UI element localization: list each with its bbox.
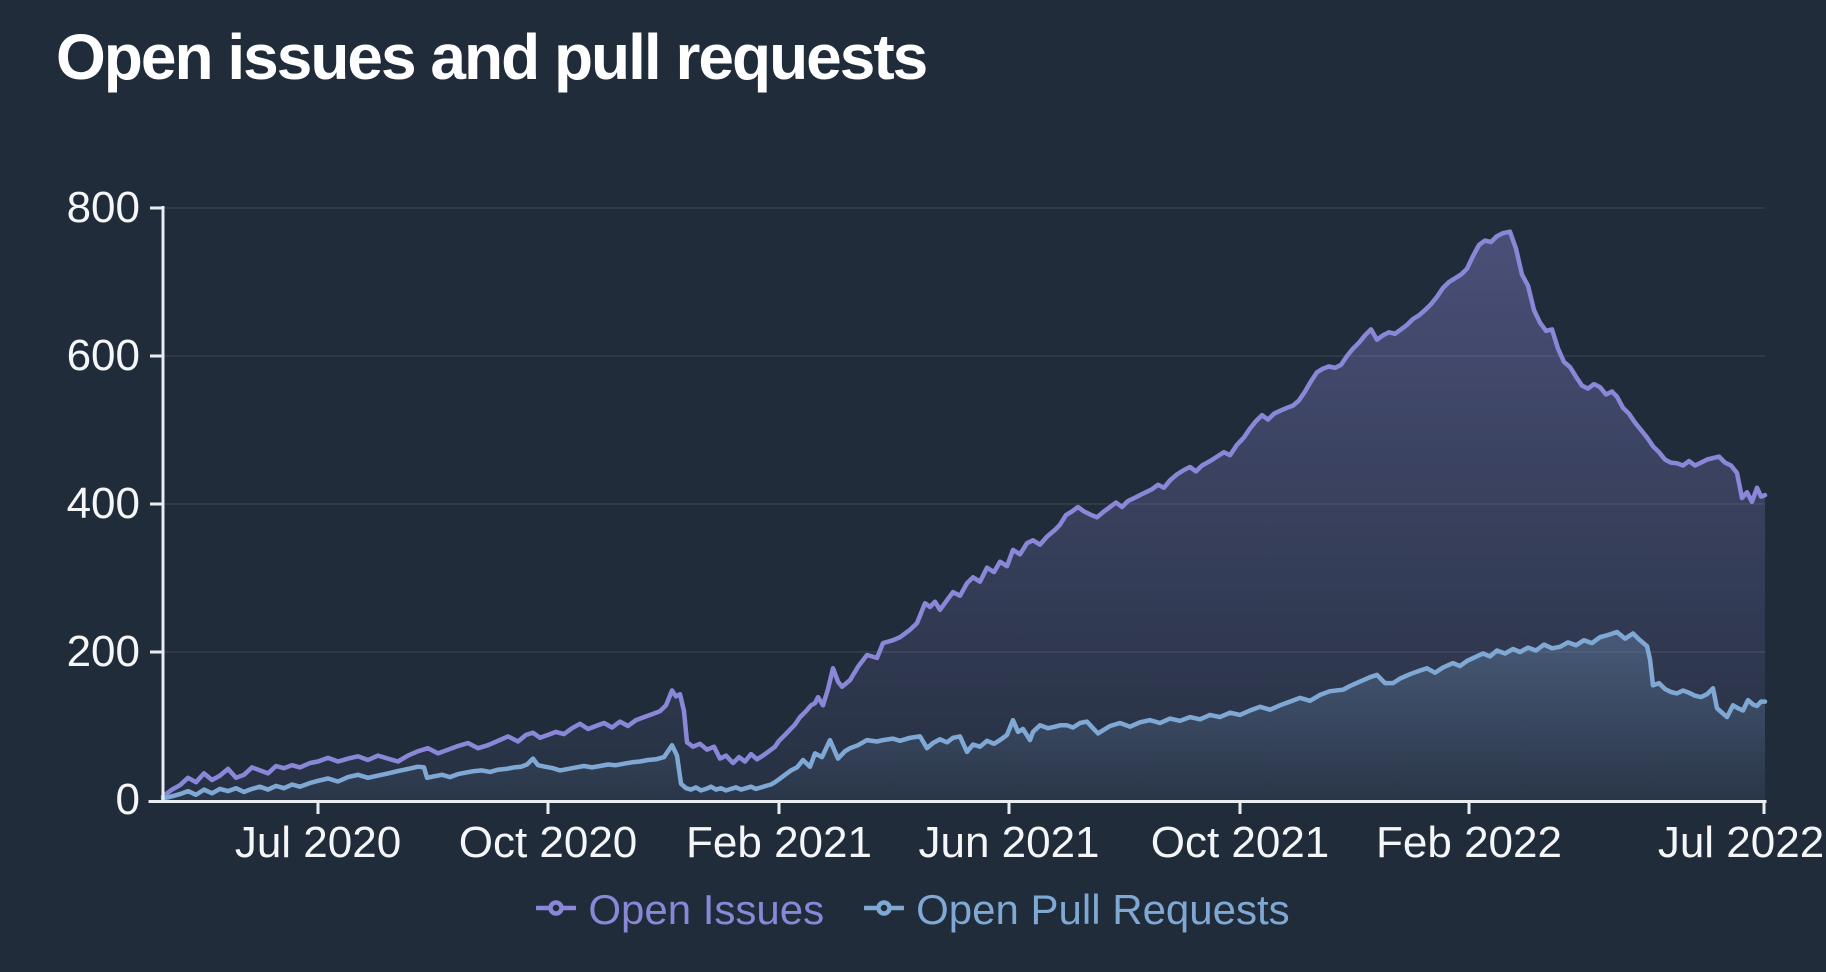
x-tick-label-jun-2021: Jun 2021: [918, 818, 1100, 867]
y-tick-label-600: 600: [66, 331, 140, 380]
page-title: Open issues and pull requests: [56, 21, 928, 93]
legend-label-open-pull-requests: Open Pull Requests: [916, 886, 1290, 933]
open-issues-line-marker-icon: [535, 899, 578, 922]
y-tick-label-0: 0: [115, 775, 140, 824]
x-tick-label-feb-2022: Feb 2022: [1376, 818, 1562, 867]
x-tick-label-oct-2021: Oct 2021: [1150, 818, 1330, 867]
y-tick-label-400: 400: [66, 479, 140, 528]
x-tick-label-feb-2021: Feb 2021: [686, 818, 872, 867]
y-tick-label-800: 800: [66, 183, 140, 232]
legend-item-open-pull-requests: Open Pull Requests: [862, 886, 1290, 934]
legend-label-open-issues: Open Issues: [588, 886, 825, 933]
open-issues-line: [160, 229, 1768, 799]
open-pull-requests-line-marker-icon: [862, 899, 906, 922]
x-tick-label-jul-2020: Jul 2020: [234, 818, 402, 867]
chart-legend: Open Issues Open Pull Requests: [0, 886, 1826, 934]
open-issues-area: [163, 231, 1765, 800]
legend-item-open-issues: Open Issues: [535, 886, 825, 934]
axes: [148, 206, 1767, 814]
open-pull-requests-area: [163, 632, 1765, 800]
x-tick-label-jul-2022: Jul 2022: [1657, 818, 1825, 867]
y-tick-label-200: 200: [66, 627, 140, 676]
x-tick-label-oct-2020: Oct 2020: [458, 818, 638, 867]
open-pull-requests-line: [160, 629, 1768, 801]
